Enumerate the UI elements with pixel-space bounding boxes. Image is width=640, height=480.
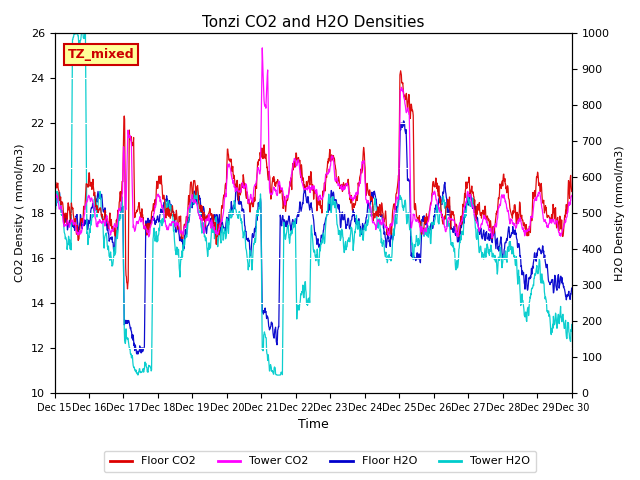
Legend: Floor CO2, Tower CO2, Floor H2O, Tower H2O: Floor CO2, Tower CO2, Floor H2O, Tower H… <box>104 451 536 472</box>
X-axis label: Time: Time <box>298 419 328 432</box>
Y-axis label: CO2 Density ( mmol/m3): CO2 Density ( mmol/m3) <box>15 144 25 282</box>
Title: Tonzi CO2 and H2O Densities: Tonzi CO2 and H2O Densities <box>202 15 424 30</box>
Y-axis label: H2O Density (mmol/m3): H2O Density (mmol/m3) <box>615 145 625 281</box>
Text: TZ_mixed: TZ_mixed <box>67 48 134 61</box>
